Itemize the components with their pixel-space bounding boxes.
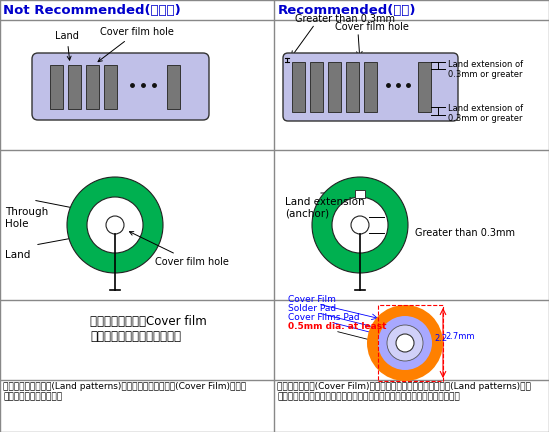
Circle shape bbox=[351, 216, 369, 234]
Text: Greater than 0.3mm: Greater than 0.3mm bbox=[415, 228, 515, 238]
Bar bbox=[50, 65, 63, 109]
Text: Through
Hole: Through Hole bbox=[5, 207, 48, 229]
FancyBboxPatch shape bbox=[283, 53, 458, 121]
Bar bbox=[167, 65, 180, 109]
Circle shape bbox=[312, 177, 408, 273]
Text: 0.5mm dia. at least: 0.5mm dia. at least bbox=[288, 322, 386, 331]
Circle shape bbox=[378, 316, 432, 370]
Text: Cover film hole: Cover film hole bbox=[130, 232, 229, 267]
Text: Cover film hole: Cover film hole bbox=[98, 27, 174, 62]
Text: Land extension
(anchor): Land extension (anchor) bbox=[285, 197, 365, 219]
Text: 裸露在外的營墊線路(Land patterns)沒有部份被絕纓覆蓋層(Cover Film)覆蓋固
定時容易因作業而屑落。: 裸露在外的營墊線路(Land patterns)沒有部份被絕纓覆蓋層(Cover… bbox=[3, 382, 246, 401]
Bar bbox=[378, 305, 443, 381]
Text: 建議絕纓覆蓋層(Cover Film)要覆蓋住部份裸露在外的營墊線路(Land patterns)，這
樣可以確保營墊被固定於屐板的基板，避免營墊因營錫加熱時屑: 建議絕纓覆蓋層(Cover Film)要覆蓋住部份裸露在外的營墊線路(Land … bbox=[277, 382, 531, 401]
Text: 2.7mm: 2.7mm bbox=[445, 332, 474, 341]
Circle shape bbox=[396, 334, 414, 352]
Circle shape bbox=[87, 197, 143, 253]
Text: Land extension of
0.3mm or greater: Land extension of 0.3mm or greater bbox=[448, 104, 523, 124]
Text: Solder Pad: Solder Pad bbox=[288, 304, 336, 313]
Circle shape bbox=[367, 305, 443, 381]
Bar bbox=[86, 65, 99, 109]
Bar bbox=[310, 62, 323, 112]
Text: 通孔的營墊必須用Cover film
覆蓋住，以避免使用時屑落。: 通孔的營墊必須用Cover film 覆蓋住，以避免使用時屑落。 bbox=[90, 315, 207, 343]
Bar bbox=[346, 62, 359, 112]
Bar bbox=[68, 65, 81, 109]
Bar bbox=[104, 65, 117, 109]
Text: 2.2: 2.2 bbox=[434, 334, 447, 343]
Bar bbox=[328, 62, 341, 112]
Circle shape bbox=[332, 197, 388, 253]
Text: Cover Films Pad: Cover Films Pad bbox=[288, 313, 360, 322]
Text: Land extension of
0.3mm or greater: Land extension of 0.3mm or greater bbox=[448, 60, 523, 79]
Bar bbox=[364, 62, 377, 112]
Bar bbox=[292, 62, 305, 112]
Text: Land: Land bbox=[5, 250, 30, 260]
Circle shape bbox=[387, 325, 423, 361]
Text: Land: Land bbox=[55, 31, 79, 60]
Text: Cover film hole: Cover film hole bbox=[335, 22, 409, 32]
Text: Recommended(建議): Recommended(建議) bbox=[278, 4, 417, 17]
Circle shape bbox=[67, 177, 163, 273]
Text: Cover Film: Cover Film bbox=[288, 295, 336, 304]
FancyBboxPatch shape bbox=[32, 53, 209, 120]
Text: Greater than 0.3mm: Greater than 0.3mm bbox=[295, 14, 395, 24]
Bar bbox=[418, 62, 431, 112]
Bar bbox=[355, 190, 365, 198]
Text: Not Recommended(不建議): Not Recommended(不建議) bbox=[3, 4, 181, 17]
Circle shape bbox=[106, 216, 124, 234]
